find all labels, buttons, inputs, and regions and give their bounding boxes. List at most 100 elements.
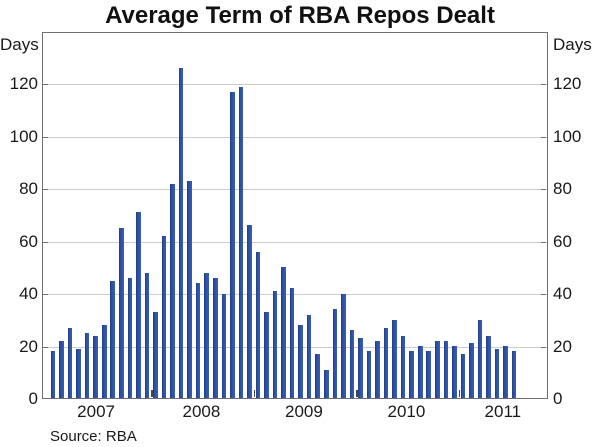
right-axis-tick: [541, 189, 546, 191]
y-tick-label-left: 100: [9, 126, 38, 146]
left-axis-tick: [43, 294, 48, 296]
bar-dec-2009: [349, 330, 355, 399]
left-axis-tick: [43, 136, 48, 138]
bar-feb-2007: [59, 340, 64, 399]
bar-feb-2011: [469, 343, 474, 399]
right-axis-tick: [541, 241, 546, 243]
right-axis-tick: [541, 136, 546, 138]
right-axis-tick: [541, 84, 546, 86]
chart-title: Average Term of RBA Repos Dealt: [105, 2, 495, 29]
y-tick-label-left: 40: [19, 284, 38, 304]
bar-oct-2007: [127, 277, 133, 399]
bar-oct-2009: [332, 309, 338, 399]
bar-may-2009: [289, 288, 295, 399]
y-tick-label-left: 80: [19, 179, 38, 199]
bar-aug-2009: [315, 353, 321, 399]
x-axis-year-tick: [458, 390, 461, 397]
bar-jul-2009: [306, 314, 312, 399]
y-tick-label-left: 0: [28, 389, 38, 408]
gridline-60: [43, 241, 547, 243]
bar-aug-2010: [417, 346, 423, 399]
x-tick-label-2008: 2008: [182, 402, 221, 421]
bar-apr-2008: [178, 68, 184, 399]
bar-sep-2007: [119, 228, 124, 399]
x-tick-label-2011: 2011: [484, 402, 522, 421]
gridline-120: [43, 84, 547, 86]
source-note: Source: RBA: [50, 428, 137, 445]
y-tick-label-right: 100: [553, 126, 582, 146]
right-axis-tick: [541, 294, 546, 296]
bar-nov-2007: [136, 212, 141, 399]
gridline-40: [43, 294, 547, 296]
bar-dec-2010: [452, 346, 457, 399]
gridline-20: [43, 346, 547, 348]
bar-jul-2008: [204, 272, 209, 399]
left-axis-tick: [43, 84, 48, 86]
gridline-100: [43, 136, 547, 138]
bar-sep-2010: [426, 351, 432, 399]
left-axis-tick: [43, 189, 48, 191]
y-tick-label-right: 40: [553, 284, 572, 304]
y-tick-label-right: 0: [553, 389, 563, 408]
bar-nov-2009: [341, 293, 346, 399]
left-axis-tick: [43, 346, 48, 348]
left-axis-tick: [43, 241, 48, 243]
right-axis-title: Days: [553, 35, 592, 54]
y-tick-label-left: 120: [9, 74, 38, 94]
x-tick-label-2010: 2010: [387, 402, 426, 421]
bar-oct-2010: [435, 340, 440, 399]
y-tick-label-right: 60: [553, 231, 572, 251]
bar-apr-2007: [76, 348, 81, 399]
x-tick-label-2009: 2009: [285, 402, 323, 421]
y-tick-label-left: 60: [19, 231, 38, 251]
bar-jul-2010: [409, 351, 414, 399]
bar-jan-2008: [153, 311, 158, 399]
bar-feb-2008: [161, 235, 167, 399]
bar-jan-2011: [460, 353, 466, 399]
bar-jan-2007: [50, 351, 56, 399]
bar-apr-2011: [486, 335, 491, 399]
bar-may-2010: [392, 319, 397, 399]
y-tick-label-right: 20: [553, 336, 572, 356]
bar-jun-2007: [93, 335, 98, 399]
bar-jun-2008: [195, 283, 201, 399]
bar-jul-2007: [101, 325, 107, 399]
x-axis-year-tick: [151, 390, 153, 397]
bar-mar-2010: [375, 340, 380, 399]
left-axis-title: Days: [0, 35, 39, 54]
bar-feb-2009: [264, 311, 269, 399]
plot-area: [42, 32, 548, 399]
bar-mar-2008: [170, 183, 175, 399]
bar-mar-2009: [272, 291, 278, 399]
bar-dec-2007: [144, 272, 150, 399]
bar-oct-2008: [230, 91, 235, 399]
bar-sep-2008: [221, 293, 227, 399]
bar-aug-2008: [212, 277, 218, 399]
bar-aug-2007: [110, 280, 116, 399]
right-axis-tick: [541, 346, 546, 348]
y-tick-label-right: 120: [553, 74, 582, 94]
x-axis-year-tick: [356, 390, 358, 397]
bar-sep-2009: [323, 369, 329, 399]
bar-mar-2011: [477, 319, 483, 399]
bar-may-2008: [187, 180, 192, 399]
bar-may-2007: [84, 332, 90, 399]
y-tick-label-right: 80: [553, 179, 572, 199]
y-tick-label-left: 20: [19, 336, 38, 356]
bar-feb-2010: [366, 351, 372, 399]
bar-jan-2010: [358, 338, 363, 399]
bar-mar-2007: [67, 327, 73, 399]
bar-nov-2008: [238, 86, 244, 399]
bar-jul-2011: [511, 351, 517, 399]
x-axis-year-tick: [253, 390, 256, 397]
bar-jun-2010: [400, 335, 406, 399]
bar-nov-2010: [443, 340, 449, 399]
bar-apr-2010: [383, 327, 389, 399]
bar-jun-2009: [298, 325, 303, 399]
bar-jun-2011: [503, 346, 508, 399]
bar-jan-2009: [255, 251, 261, 399]
bar-apr-2009: [281, 267, 286, 399]
gridline-80: [43, 189, 547, 191]
bar-dec-2008: [247, 225, 252, 399]
